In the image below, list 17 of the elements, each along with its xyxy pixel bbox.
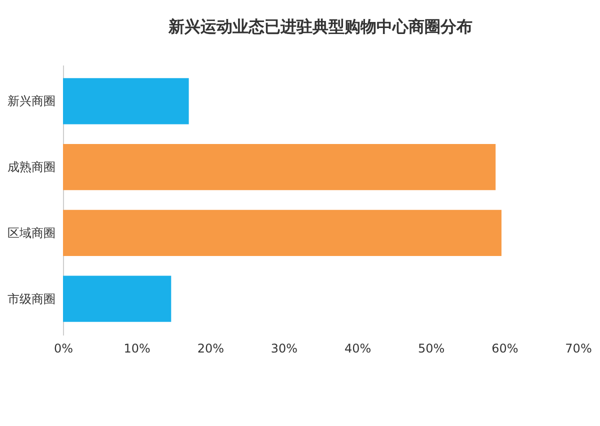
- bar: [63, 276, 172, 322]
- y-tick-label: 新兴商圈: [8, 94, 56, 108]
- bar: [63, 210, 502, 256]
- y-tick-label: 成熟商圈: [8, 160, 56, 174]
- x-tick-label: 20%: [197, 342, 224, 356]
- bar: [63, 78, 189, 124]
- bar: [63, 144, 496, 190]
- x-tick-label: 40%: [344, 342, 372, 356]
- y-tick-label: 区域商圈: [8, 226, 56, 240]
- y-tick-label: 市级商圈: [8, 292, 56, 306]
- x-tick-label: 60%: [492, 342, 518, 356]
- x-tick-label: 30%: [270, 342, 298, 356]
- x-tick-label: 0%: [54, 342, 74, 356]
- x-tick-label: 50%: [418, 342, 445, 356]
- x-tick-label: 70%: [565, 342, 592, 356]
- chart-title: 新兴运动业态已进驻典型购物中心商圈分布: [168, 17, 472, 36]
- x-tick-label: 10%: [124, 342, 150, 356]
